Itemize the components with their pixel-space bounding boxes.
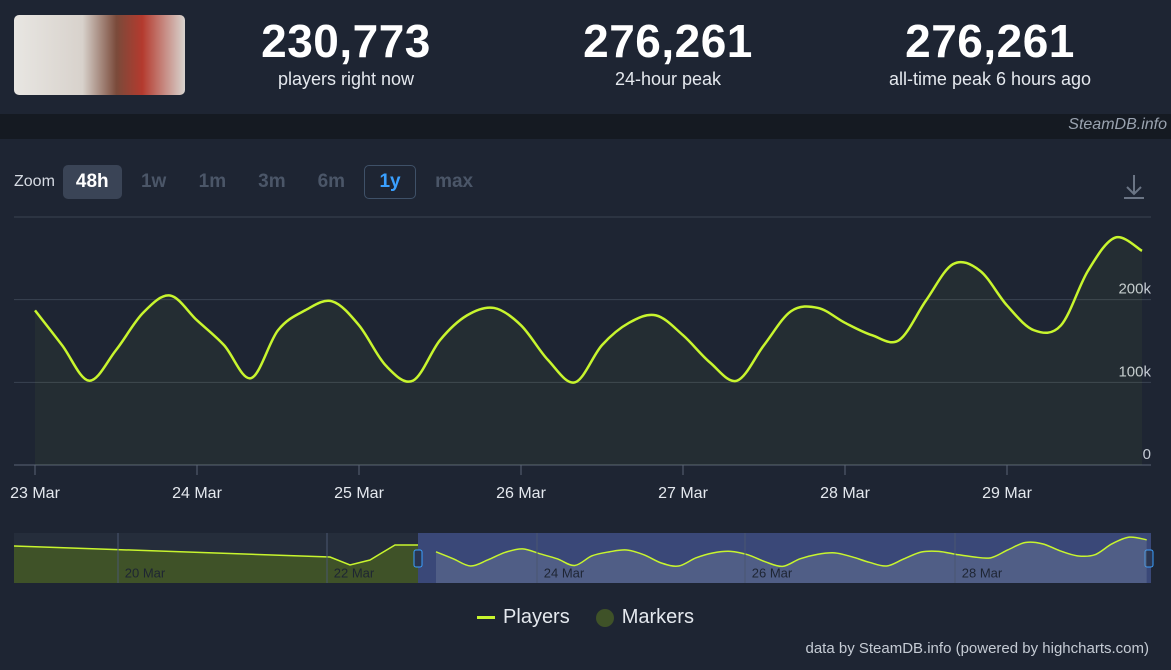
y-tick-label: 0	[1143, 446, 1151, 463]
x-tick-label: 25 Mar	[334, 485, 384, 502]
x-tick-label: 28 Mar	[820, 485, 870, 502]
legend-swatch	[477, 616, 496, 619]
navigator-handle[interactable]	[1144, 549, 1154, 568]
x-tick-label: 23 Mar	[10, 485, 60, 502]
navigator-label: 24 Mar	[544, 565, 585, 580]
x-tick-label: 27 Mar	[658, 485, 708, 502]
x-tick-label: 24 Mar	[172, 485, 222, 502]
legend-text: Markers	[621, 606, 694, 628]
stat-label: all-time peak 6 hours ago	[888, 69, 1092, 89]
credit: data by SteamDB.info (powered by highcha…	[805, 640, 1150, 657]
y-tick-label: 100k	[1118, 363, 1151, 380]
navigator-label: 26 Mar	[752, 565, 793, 580]
stat-label: players right now	[277, 69, 415, 89]
zoom-button[interactable]: 6m	[317, 171, 346, 192]
legend-item[interactable]: Markers	[595, 606, 694, 629]
navigator-label: 22 Mar	[334, 565, 375, 580]
zoom-button[interactable]: max	[435, 171, 474, 192]
navigator-selection	[418, 533, 1151, 583]
download-icon[interactable]	[1124, 175, 1144, 199]
x-tick-label: 29 Mar	[982, 485, 1032, 502]
zoom-bar: Zoom 48h 1w 1m 3m 6m 1y max	[14, 164, 486, 200]
zoom-button[interactable]: 48h	[62, 165, 122, 199]
stat: 276,261 all-time peak 6 hours ago	[825, 14, 1155, 90]
y-tick-label: 200k	[1118, 281, 1151, 298]
zoom-button[interactable]: 1m	[198, 171, 227, 192]
legend-swatch	[595, 608, 614, 627]
zoom-button[interactable]: 1w	[140, 171, 167, 192]
icon-part	[1126, 186, 1142, 196]
navigator-line	[435, 536, 1147, 568]
zoom-label: Zoom	[14, 173, 55, 190]
stat: 230,773 players right now	[181, 14, 511, 90]
stat-value: 276,261	[905, 15, 1075, 67]
x-tick-label: 26 Mar	[496, 485, 546, 502]
zoom-button[interactable]: 1y	[364, 165, 417, 199]
header-band	[0, 114, 1171, 139]
navigator-history	[14, 545, 418, 583]
stat: 276,261 24-hour peak	[503, 14, 833, 90]
navigator-label: 28 Mar	[962, 565, 1003, 580]
series-line	[34, 235, 1143, 384]
navigator-area	[436, 537, 1147, 583]
navigator-label: 20 Mar	[125, 565, 166, 580]
legend-item[interactable]: Players	[477, 606, 570, 629]
stat-value: 230,773	[261, 15, 431, 67]
zoom-button[interactable]: 3m	[258, 171, 286, 192]
stat-value: 276,261	[583, 15, 753, 67]
legend: Players Markers	[0, 606, 1171, 629]
game-thumbnail	[14, 15, 185, 95]
brand: SteamDB.info	[1068, 116, 1167, 133]
navigator-history-line	[13, 544, 418, 566]
stat-label: 24-hour peak	[614, 69, 722, 89]
navigator-handle[interactable]	[413, 549, 423, 568]
chart: 0 100k 200k 23 Mar 24 Mar 25 Mar 26 Mar 27 Mar 2…	[10, 175, 1154, 583]
legend-text: Players	[503, 606, 570, 628]
series-area	[35, 237, 1142, 465]
